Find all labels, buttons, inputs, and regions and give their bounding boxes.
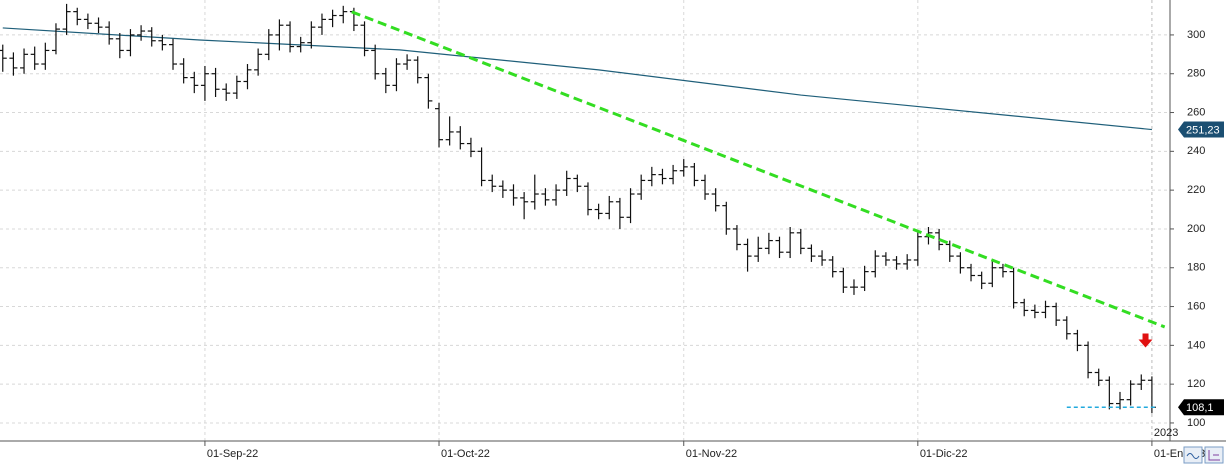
- scale-icon: [1208, 450, 1220, 461]
- x-tick-label: 01-Sep-22: [207, 448, 258, 460]
- y-tick-label: 300: [1187, 29, 1205, 41]
- y-tick-label: 320: [1187, 0, 1205, 2]
- plot-area: [0, 0, 1170, 441]
- y-tick-label: 260: [1187, 106, 1205, 118]
- trendline: [351, 10, 1166, 329]
- price-tag: [1178, 399, 1224, 416]
- year-label: 2023: [1154, 427, 1178, 439]
- x-tick-label: 01-Oct-22: [441, 448, 490, 460]
- x-tick-label: 01-Nov-22: [686, 448, 737, 460]
- y-tick-label: 140: [1187, 339, 1205, 351]
- y-tick-label: 220: [1187, 184, 1205, 196]
- y-tick-label: 160: [1187, 300, 1205, 312]
- moving-average-line: [2, 27, 1152, 131]
- signal-arrow: [1138, 333, 1153, 348]
- axes: 100 120 140 160 180 200 220 240 260 280 300 320 01-S…: [204, 0, 1224, 460]
- x-tick-label: 01-Dic-22: [920, 448, 968, 460]
- y-tick-label: 240: [1187, 145, 1205, 157]
- x-axis-panel: [0, 441, 1170, 465]
- price-tag: [1178, 121, 1224, 138]
- y-tick-label: 200: [1187, 223, 1205, 235]
- zoom-icon: [1186, 453, 1200, 459]
- price-tag-label: 108,1: [1186, 402, 1214, 414]
- y-tick-label: 180: [1187, 262, 1205, 274]
- y-tick-label: 280: [1187, 68, 1205, 80]
- y-tick-label: 100: [1187, 417, 1205, 429]
- zoom-button[interactable]: [1183, 446, 1203, 464]
- y-tick-label: 120: [1187, 378, 1205, 390]
- price-tag-label: 251,23: [1186, 124, 1220, 136]
- y-axis-panel: [1170, 0, 1226, 441]
